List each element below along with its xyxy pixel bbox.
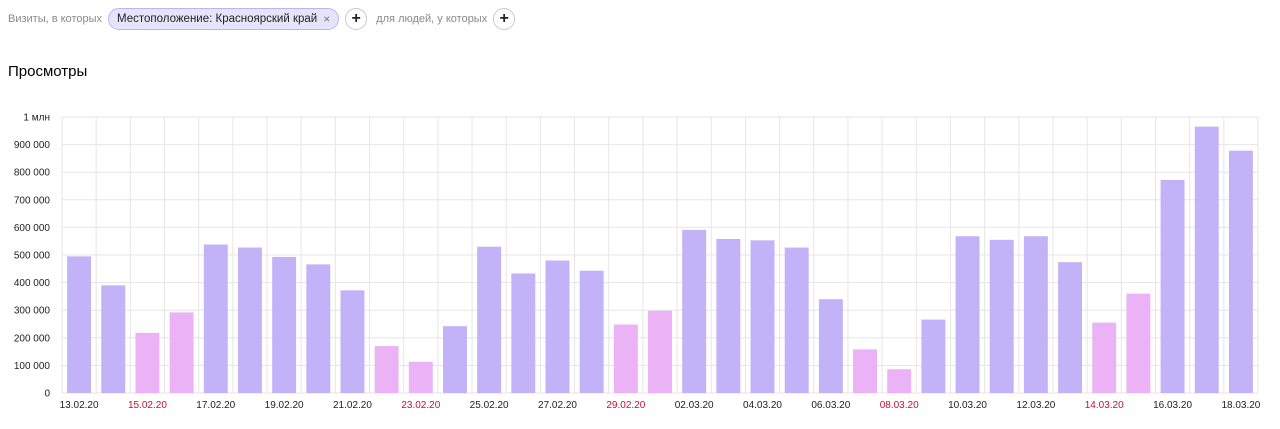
filter-prefix: Визиты, в которых — [8, 13, 102, 25]
bar[interactable] — [203, 244, 228, 393]
add-people-filter-button[interactable]: + — [493, 8, 516, 30]
bar[interactable] — [921, 319, 946, 393]
x-tick-label: 27.02.20 — [538, 400, 577, 411]
bar[interactable] — [716, 238, 741, 393]
bar[interactable] — [579, 270, 604, 393]
bar[interactable] — [374, 346, 399, 393]
bar[interactable] — [306, 264, 331, 393]
bar[interactable] — [1194, 126, 1219, 393]
chart-bars — [67, 126, 1253, 393]
y-tick-label: 400 000 — [14, 278, 51, 289]
x-tick-label: 14.03.20 — [1085, 400, 1124, 411]
x-tick-label: 17.02.20 — [196, 400, 235, 411]
chip-label: Местоположение: Красноярский край — [117, 13, 318, 25]
x-tick-label: 12.03.20 — [1016, 400, 1055, 411]
x-tick-label: 21.02.20 — [333, 400, 372, 411]
bar[interactable] — [477, 246, 502, 393]
x-tick-label: 04.03.20 — [743, 400, 782, 411]
add-visit-filter-button[interactable]: + — [345, 8, 368, 30]
x-tick-label: 23.02.20 — [401, 400, 440, 411]
x-tick-label: 25.02.20 — [470, 400, 509, 411]
x-tick-label: 19.02.20 — [265, 400, 304, 411]
bar[interactable] — [272, 256, 297, 393]
bar[interactable] — [443, 326, 467, 393]
x-tick-label: 10.03.20 — [948, 400, 987, 411]
bar[interactable] — [750, 240, 775, 393]
bar[interactable] — [1023, 236, 1048, 393]
filter-bar: Визиты, в которых Местоположение: Красно… — [8, 7, 516, 31]
bar[interactable] — [887, 369, 912, 393]
y-tick-label: 800 000 — [14, 168, 51, 179]
bar[interactable] — [1058, 262, 1083, 393]
bar[interactable] — [1126, 293, 1151, 393]
page-title: Просмотры — [8, 63, 88, 80]
x-tick-label: 06.03.20 — [811, 400, 850, 411]
bar[interactable] — [101, 285, 126, 393]
x-tick-label: 15.02.20 — [128, 400, 167, 411]
bar[interactable] — [408, 361, 433, 393]
x-tick-label: 08.03.20 — [880, 400, 919, 411]
x-tick-label: 13.02.20 — [60, 400, 99, 411]
bar[interactable] — [1092, 322, 1117, 393]
x-tick-label: 16.03.20 — [1153, 400, 1192, 411]
y-tick-label: 900 000 — [14, 140, 51, 151]
x-tick-label: 29.02.20 — [606, 400, 645, 411]
y-tick-label: 200 000 — [14, 333, 51, 344]
bar[interactable] — [853, 349, 877, 393]
bar[interactable] — [613, 324, 638, 393]
bar[interactable] — [511, 273, 536, 393]
bar[interactable] — [340, 290, 365, 393]
bar[interactable] — [818, 299, 843, 393]
location-filter-chip[interactable]: Местоположение: Красноярский край × — [108, 8, 340, 30]
bar[interactable] — [784, 247, 809, 393]
y-tick-label: 1 млн — [23, 113, 50, 124]
x-tick-label: 18.03.20 — [1221, 400, 1260, 411]
bar[interactable] — [648, 310, 672, 393]
x-axis-ticks: 13.02.20 15.02.20 17.02.20 19.02.20 21.02.20… — [60, 400, 1261, 411]
x-tick-label: 02.03.20 — [675, 400, 714, 411]
bar[interactable] — [1228, 150, 1253, 393]
bar[interactable] — [1160, 179, 1185, 393]
bar[interactable] — [682, 229, 707, 393]
bar[interactable] — [135, 332, 160, 393]
y-tick-label: 500 000 — [14, 251, 51, 262]
y-tick-label: 0 — [44, 389, 50, 400]
y-tick-label: 600 000 — [14, 223, 51, 234]
bar[interactable] — [67, 256, 92, 393]
people-filter-label: для людей, у которых — [376, 13, 488, 25]
close-icon[interactable]: × — [323, 12, 331, 26]
bar[interactable] — [237, 247, 262, 393]
bar[interactable] — [955, 236, 980, 393]
bar[interactable] — [545, 260, 570, 393]
y-tick-label: 100 000 — [14, 361, 51, 372]
bar[interactable] — [989, 239, 1014, 393]
y-axis-ticks: 0 100 000 200 000 300 000 400 000 500 000 600 … — [14, 113, 51, 400]
y-tick-label: 700 000 — [14, 195, 51, 206]
bar[interactable] — [169, 312, 194, 393]
y-tick-label: 300 000 — [14, 306, 51, 317]
